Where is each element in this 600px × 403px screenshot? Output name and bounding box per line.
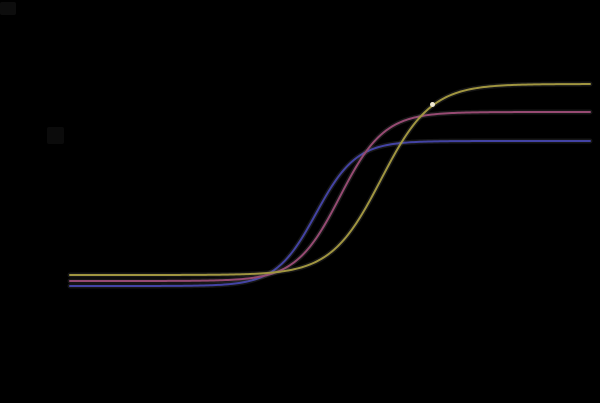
curve-magenta-sigmoid — [69, 111, 591, 282]
curve-blue-sigmoid — [69, 140, 591, 287]
curve-yellow-sigmoid — [69, 83, 591, 276]
